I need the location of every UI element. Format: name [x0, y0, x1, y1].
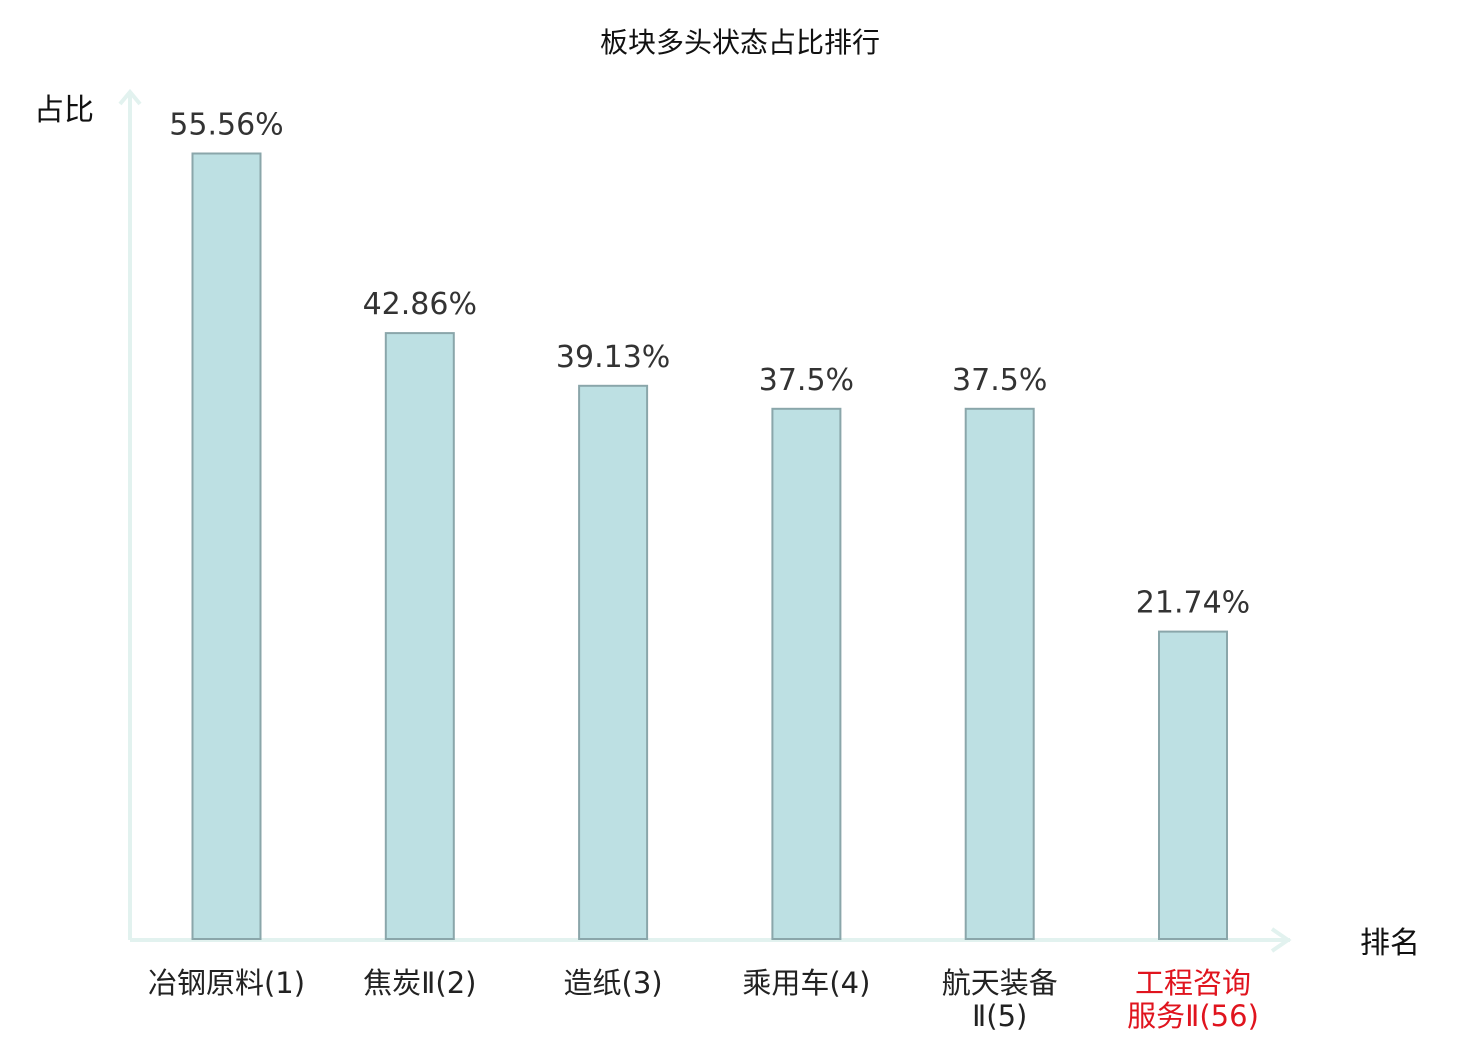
chart-title: 板块多头状态占比排行 — [600, 26, 880, 59]
y-axis-label: 占比 — [34, 93, 94, 128]
x-tick-label: 服务Ⅱ(56) — [1127, 999, 1259, 1033]
data-label: 39.13% — [556, 340, 670, 375]
x-axis-label: 排名 — [1360, 926, 1420, 961]
bar-series — [191, 152, 1228, 941]
x-tick-label: Ⅱ(5) — [972, 999, 1027, 1033]
x-axis-arrow-icon — [1270, 927, 1292, 953]
bar — [964, 407, 1035, 940]
data-label: 21.74% — [1136, 586, 1250, 621]
data-label: 55.56% — [169, 108, 283, 143]
data-label: 42.86% — [363, 287, 477, 322]
bar — [578, 384, 649, 940]
x-tick-label: 冶钢原料(1) — [148, 966, 305, 1000]
x-tick-label: 焦炭Ⅱ(2) — [363, 966, 476, 1000]
x-tick-label: 造纸(3) — [564, 966, 663, 1000]
x-tick-label: 航天装备 — [942, 966, 1058, 1000]
bar — [191, 152, 262, 940]
value-labels: 55.56% 42.86% 39.13% 37.5% 37.5% 21.74% — [169, 108, 1250, 621]
data-label: 37.5% — [759, 363, 854, 398]
bar — [771, 407, 842, 940]
y-axis-arrow-icon — [118, 88, 142, 106]
bar — [384, 332, 455, 941]
x-tick-label: 工程咨询 — [1135, 966, 1251, 1000]
bar — [1158, 630, 1228, 940]
axes — [118, 88, 1292, 953]
data-label: 37.5% — [952, 363, 1047, 398]
x-tick-label: 乘用车(4) — [742, 966, 870, 1000]
